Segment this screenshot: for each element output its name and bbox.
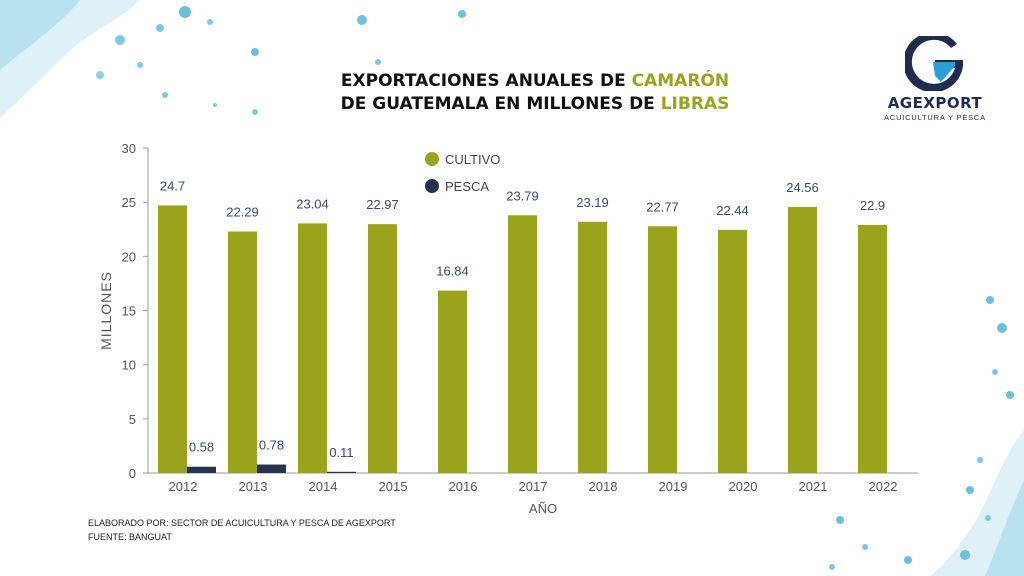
x-tick-label: 2020 — [729, 479, 758, 494]
bar-cultivo-2015 — [368, 224, 397, 473]
bar-pesca-2014 — [327, 471, 356, 473]
chart-title: EXPORTACIONES ANUALES DE CAMARÓN DE GUAT… — [300, 70, 770, 116]
water-drops-bottom — [829, 516, 912, 570]
bar-cultivo-2020 — [718, 229, 747, 473]
x-tick-label: 2013 — [239, 479, 268, 494]
bar-cultivo-2019 — [648, 226, 677, 473]
data-label-cultivo-2016: 16.84 — [436, 264, 469, 279]
data-label-cultivo-2020: 22.44 — [716, 203, 749, 218]
bar-pesca-2012 — [187, 466, 216, 473]
y-tick-label: 0 — [129, 466, 136, 481]
bar-cultivo-2016 — [438, 290, 467, 473]
footer: ELABORADO POR: SECTOR DE ACUICULTURA Y P… — [88, 516, 396, 544]
data-label-pesca-2013: 0.78 — [259, 438, 284, 453]
y-tick-label: 25 — [122, 195, 136, 210]
data-label-cultivo-2014: 23.04 — [296, 196, 329, 211]
bar-cultivo-2018 — [578, 221, 607, 473]
title-line1-highlight: CAMARÓN — [631, 71, 730, 91]
legend-marker-pesca — [425, 179, 439, 193]
bar-cultivo-2013 — [228, 231, 257, 473]
water-splash-top-left — [0, 0, 259, 118]
bar-cultivo-2017 — [508, 215, 537, 473]
x-tick-label: 2012 — [169, 479, 198, 494]
data-label-cultivo-2021: 24.56 — [786, 180, 819, 195]
footer-credit: ELABORADO POR: SECTOR DE ACUICULTURA Y P… — [88, 518, 396, 528]
data-label-pesca-2014: 0.11 — [329, 445, 353, 460]
data-label-cultivo-2017: 23.79 — [506, 188, 539, 203]
data-label-cultivo-2015: 22.97 — [366, 197, 399, 212]
x-tick-label: 2017 — [519, 479, 548, 494]
bar-cultivo-2021 — [788, 206, 817, 473]
y-tick-label: 10 — [122, 358, 136, 373]
x-tick-label: 2016 — [449, 479, 478, 494]
legend-marker-cultivo — [425, 152, 439, 166]
data-label-cultivo-2018: 23.19 — [576, 195, 609, 210]
footer-source: FUENTE: BANGUAT — [88, 532, 172, 542]
data-label-cultivo-2013: 22.29 — [226, 205, 259, 220]
bar-cultivo-2012 — [158, 205, 187, 473]
water-drops-top — [357, 10, 466, 65]
data-label-cultivo-2019: 22.77 — [646, 199, 679, 214]
logo-brand-text: AGEXPORT — [887, 94, 983, 112]
title-line1-text: EXPORTACIONES ANUALES DE — [340, 71, 632, 91]
legend-label-cultivo: CULTIVO — [445, 152, 500, 167]
bar-pesca-2013 — [257, 464, 286, 473]
x-tick-label: 2018 — [589, 479, 618, 494]
x-tick-label: 2021 — [799, 479, 828, 494]
bar-cultivo-2014 — [298, 223, 327, 473]
y-tick-label: 15 — [122, 304, 136, 319]
y-tick-label: 20 — [122, 249, 136, 264]
x-axis-label: AÑO — [529, 501, 557, 516]
bar-cultivo-2022 — [858, 224, 887, 473]
logo-subtitle-text: ACUICULTURA Y PESCA — [884, 113, 986, 122]
y-tick-label: 5 — [129, 412, 136, 427]
x-tick-label: 2019 — [659, 479, 688, 494]
title-line2-text: DE GUATEMALA EN MILLONES DE — [340, 94, 661, 114]
data-label-cultivo-2012: 24.7 — [160, 178, 185, 193]
water-splash-right — [930, 296, 1024, 576]
y-axis-label: MILLONES — [98, 271, 114, 350]
agexport-logo: AGEXPORT ACUICULTURA Y PESCA — [880, 36, 990, 126]
y-tick-label: 30 — [122, 141, 136, 156]
x-tick-label: 2014 — [309, 479, 338, 494]
data-label-pesca-2012: 0.58 — [189, 440, 214, 455]
data-label-cultivo-2022: 22.9 — [860, 198, 885, 213]
x-tick-label: 2022 — [869, 479, 898, 494]
legend-label-pesca: PESCA — [445, 179, 489, 194]
agexport-g-logo-icon — [905, 36, 963, 91]
title-line2-highlight: LIBRAS — [660, 94, 730, 114]
x-tick-label: 2015 — [379, 479, 408, 494]
